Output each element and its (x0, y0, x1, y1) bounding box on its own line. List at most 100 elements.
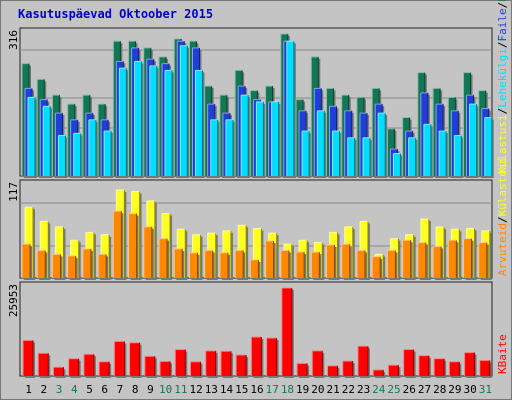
bar-arvuteid-1 (21, 243, 32, 280)
bar-kbaite-22 (342, 360, 355, 378)
bar-arvuteid-19 (295, 251, 307, 280)
bar-face (265, 241, 274, 278)
bar-face (225, 119, 233, 176)
legend-item: Lehekülgi (496, 48, 509, 108)
bar-face (357, 346, 368, 376)
bar-kbaite-13 (205, 350, 218, 378)
legend-item: Faile (496, 8, 509, 41)
bar-face (129, 342, 140, 376)
bar-arvuteid-3 (51, 253, 63, 280)
bar-kbaite-28 (433, 358, 447, 378)
bar-face (98, 254, 107, 278)
bar-face (403, 349, 414, 376)
bar-lehekülgi-6 (103, 130, 114, 178)
bar-face (23, 340, 33, 376)
bar-face (52, 254, 61, 278)
bar-arvuteid-25 (386, 249, 398, 280)
bar-face (210, 119, 218, 176)
x-tick-label: 23 (357, 383, 370, 396)
bar-lehekülgi-21 (332, 130, 342, 178)
bar-face (165, 70, 173, 176)
legend-item: Pöördumisi (496, 0, 509, 2)
bar-face (144, 356, 155, 376)
bar-face (327, 365, 338, 376)
bar-face (378, 113, 386, 176)
bar-face (393, 153, 401, 176)
x-tick-label: 17 (266, 383, 279, 396)
bar-lehekülgi-27 (423, 123, 433, 178)
bar-face (160, 361, 171, 376)
x-tick-label: 5 (86, 383, 93, 396)
bar-kbaite-30 (464, 352, 477, 378)
bar-face (402, 240, 411, 278)
bar-face (302, 131, 310, 176)
bar-face (55, 226, 64, 278)
bar-face (479, 360, 490, 376)
bar-face (43, 106, 51, 176)
bar-arvuteid-10 (158, 238, 170, 280)
bar-face (256, 101, 264, 176)
bar-lehekülgi-3 (57, 135, 68, 178)
bar-arvuteid-30 (463, 238, 474, 280)
bar-arvuteid-29 (447, 239, 459, 280)
bar-face (478, 242, 487, 278)
bar-kbaite-15 (235, 354, 249, 378)
bar-face (99, 361, 110, 376)
bar-lehekülgi-30 (469, 103, 479, 178)
bar-kbaite-16 (250, 336, 264, 378)
bar-kbaite-19 (296, 362, 310, 378)
bar-face (388, 365, 399, 376)
x-tick-label: 11 (174, 383, 187, 396)
bar-lehekülgi-26 (408, 137, 418, 178)
bar-face (251, 337, 262, 376)
bar-face (253, 228, 262, 278)
bar-face (159, 238, 168, 278)
bar-lehekülgi-17 (271, 101, 281, 178)
bar-face (332, 131, 340, 176)
bar-lehekülgi-19 (301, 130, 312, 178)
bar-face (204, 250, 213, 278)
bar-arvuteid-14 (219, 252, 230, 280)
bar-face (22, 244, 30, 278)
x-tick-label: 26 (403, 383, 416, 396)
bar-lehekülgi-18 (286, 40, 296, 178)
chart-panel-3: 25953 KBaite (7, 281, 509, 378)
bar-arvuteid-20 (310, 251, 322, 280)
bar-face (356, 250, 365, 278)
x-tick-label: 30 (464, 383, 477, 396)
bar-lehekülgi-4 (73, 132, 83, 178)
bar-arvuteid-12 (188, 252, 200, 280)
x-tick-label: 18 (281, 383, 294, 396)
bar-face (312, 350, 323, 376)
bar-face (128, 213, 137, 278)
bar-kbaite-21 (327, 365, 340, 378)
bar-face (359, 221, 368, 278)
x-tick-label: 6 (101, 383, 108, 396)
bar-face (286, 41, 294, 176)
bar-kbaite-20 (311, 350, 325, 378)
bar-face (205, 350, 216, 376)
bar-face (113, 211, 122, 278)
bar-lehekülgi-11 (179, 45, 190, 178)
bar-arvuteid-27 (417, 242, 428, 280)
x-tick-label: 10 (159, 383, 172, 396)
bar-lehekülgi-10 (164, 69, 175, 178)
bar-face (104, 131, 112, 176)
y-tick-label: 25953 (7, 284, 20, 317)
bar-face (434, 358, 445, 376)
bar-arvuteid-31 (478, 242, 489, 280)
bar-kbaite-23 (357, 345, 370, 378)
y-tick-label: 117 (7, 182, 20, 202)
bar-kbaite-26 (403, 349, 416, 378)
bar-arvuteid-22 (341, 243, 352, 280)
bar-lehekülgi-25 (392, 153, 403, 178)
bar-arvuteid-13 (204, 249, 215, 280)
bar-lehekülgi-7 (118, 67, 129, 178)
bar-face (297, 363, 308, 376)
bar-face (38, 353, 49, 376)
bar-face (235, 250, 244, 278)
bar-lehekülgi-15 (240, 94, 251, 178)
bar-face (53, 367, 64, 376)
bar-face (341, 244, 350, 278)
